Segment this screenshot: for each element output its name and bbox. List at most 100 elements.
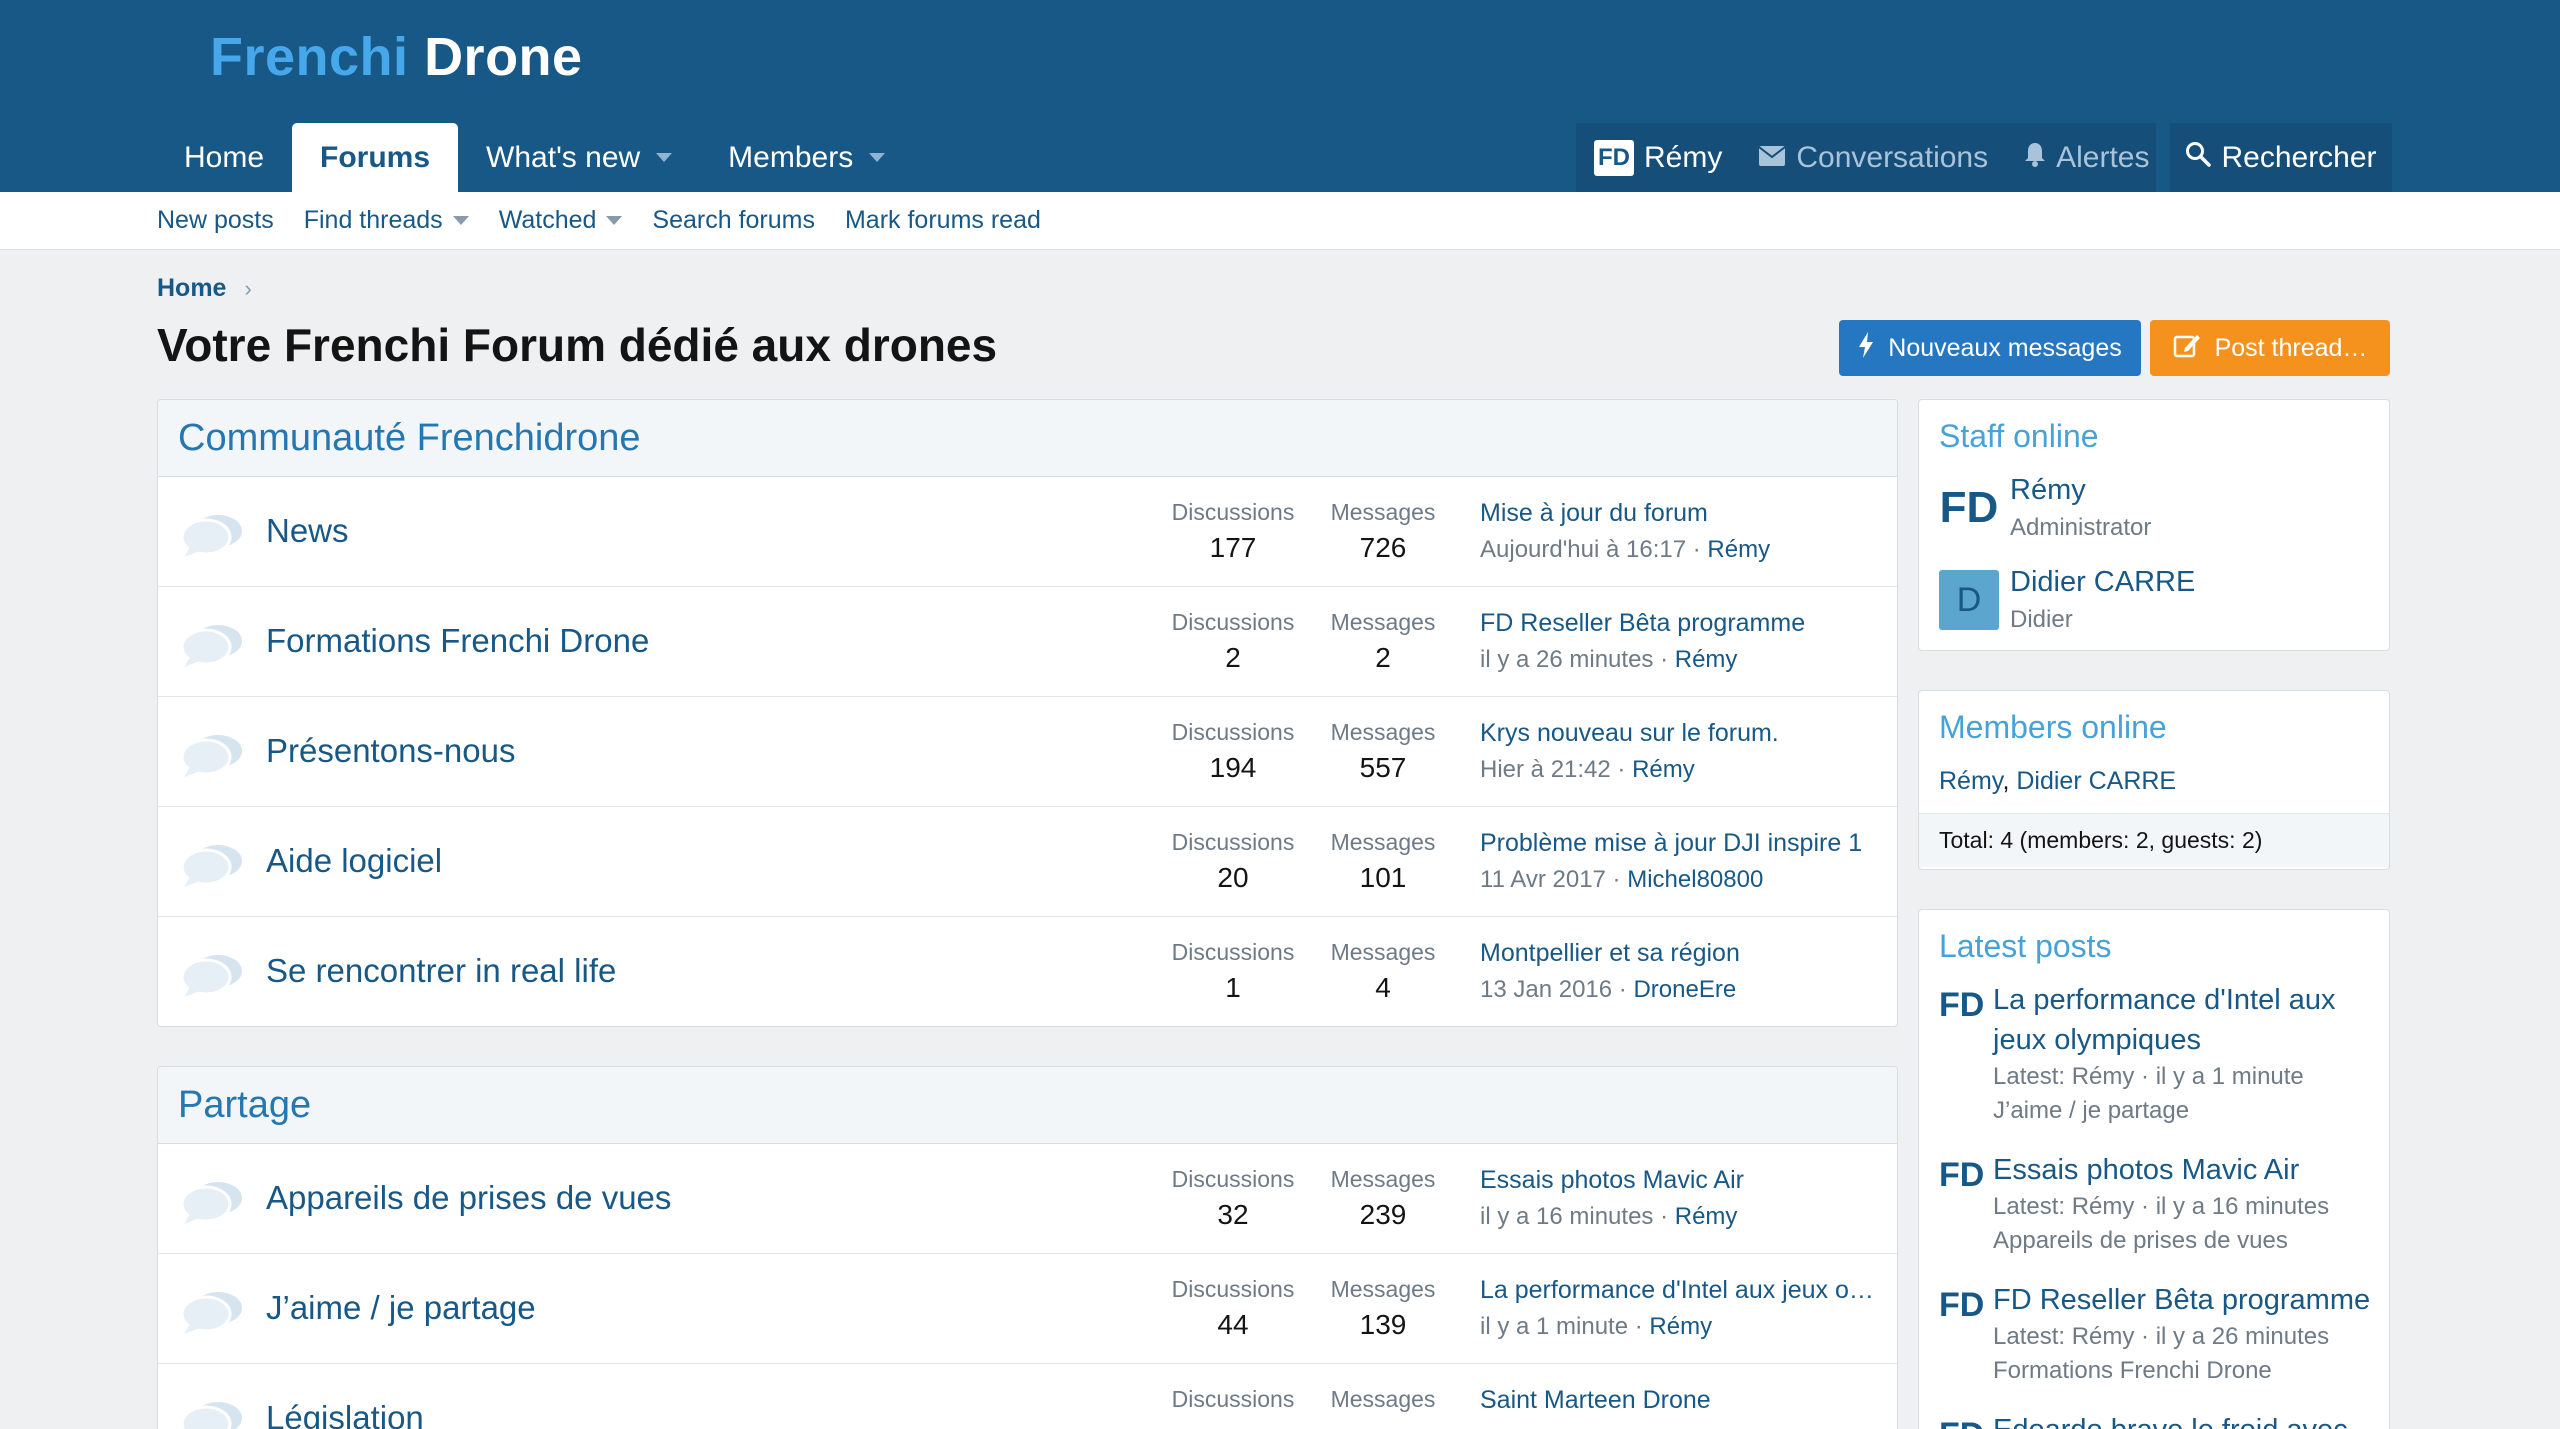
discussions-count: 177 [1209, 532, 1257, 563]
latest-thread-title[interactable]: FD Reseller Bêta programme [1480, 609, 1806, 637]
latest-thread-title[interactable]: Essais photos Mavic Air [1480, 1166, 1744, 1194]
messages-count: 557 [1359, 752, 1407, 783]
latest-thread-user[interactable]: Michel80800 [1627, 866, 1764, 893]
staff-member[interactable]: D Didier CARRE Didier [1919, 562, 2389, 650]
latest-thread-meta: il y a 26 minutes · Rémy [1480, 646, 1890, 674]
latest-thread-title[interactable]: Krys nouveau sur le forum. [1480, 719, 1779, 747]
subnav-new-posts[interactable]: New posts [157, 206, 274, 235]
latest-post-item: FD FD Reseller Bêta programme Latest: Rémy… [1919, 1280, 2389, 1388]
messages-label: Messages [1330, 609, 1436, 635]
forum-title[interactable]: J’aime / je partage [266, 1289, 536, 1326]
avatar[interactable]: D [1939, 570, 1999, 630]
latest-thread-user[interactable]: Rémy [1707, 536, 1771, 563]
latest-thread-user[interactable]: Rémy [1649, 1313, 1713, 1340]
latest-thread-title[interactable]: Problème mise à jour DJI inspire 1 [1480, 829, 1863, 857]
conversations-label: Conversations [1796, 140, 1989, 174]
nav-tab-whats-new[interactable]: What's new [458, 123, 700, 192]
discussions-count: 32 [1217, 1199, 1249, 1230]
meta-separator: · [1605, 866, 1628, 893]
subnav-search-forums[interactable]: Search forums [652, 206, 815, 235]
forum-title[interactable]: Présentons-nous [266, 732, 516, 769]
subnav-mark-forums-read[interactable]: Mark forums read [845, 206, 1041, 235]
forum-title[interactable]: News [266, 512, 349, 549]
discussions-label: Discussions [1171, 1276, 1295, 1302]
forum-title[interactable]: Se rencontrer in real life [266, 952, 617, 989]
subnav-search-forums-label: Search forums [652, 206, 815, 234]
latest-post-title[interactable]: Essais photos Mavic Air [1993, 1154, 2300, 1186]
discussions-stat: Discussions [1158, 1386, 1308, 1419]
latest-thread-time: 11 Avr 2017 [1480, 866, 1606, 893]
breadcrumb: Home › [157, 274, 252, 303]
latest-post-meta: Latest: Rémy · il y a 26 minutes [1993, 1323, 2330, 1350]
subnav-find-threads[interactable]: Find threads [304, 206, 469, 235]
messages-count: 101 [1359, 862, 1407, 893]
chevron-down-icon[interactable] [452, 216, 469, 225]
chevron-down-icon[interactable] [656, 153, 673, 162]
new-messages-button[interactable]: Nouveaux messages [1839, 320, 2141, 376]
latest-thread-user[interactable]: Rémy [1674, 1203, 1738, 1230]
latest-post-forum[interactable]: J’aime / je partage [1993, 1097, 2190, 1124]
staff-name[interactable]: Didier CARRE [2010, 566, 2196, 598]
avatar[interactable]: FD [1939, 1286, 1985, 1324]
forum-title[interactable]: Formations Frenchi Drone [266, 622, 650, 659]
messages-label: Messages [1330, 829, 1436, 855]
avatar[interactable]: FD [1939, 986, 1985, 1024]
alerts-link[interactable]: Alertes [2006, 141, 2167, 175]
messages-label: Messages [1330, 1386, 1436, 1412]
staff-role: Didier [2010, 606, 2073, 633]
breadcrumb-home[interactable]: Home [157, 274, 227, 302]
avatar[interactable]: FD [1939, 1156, 1985, 1194]
chevron-down-icon[interactable] [869, 153, 886, 162]
forum-title[interactable]: Législation [266, 1399, 424, 1429]
latest-post-title[interactable]: Edoardo brave le froid avec [1993, 1410, 2373, 1429]
avatar[interactable]: FD [1939, 483, 1999, 532]
subnav-mark-forums-read-label: Mark forums read [844, 206, 1041, 234]
forum-category-block: Communauté Frenchidrone News Discussions 17… [157, 399, 1898, 1027]
post-thread-button[interactable]: Post thread… [2150, 320, 2390, 376]
search-link[interactable]: Rechercher [2167, 141, 2394, 175]
staff-online-widget: Staff online FD Rémy Administrator D Did… [1918, 399, 2390, 651]
speech-bubbles-icon [180, 1288, 244, 1336]
forum-title[interactable]: Aide logiciel [266, 842, 443, 879]
messages-count: 2 [1375, 642, 1391, 673]
avatar[interactable]: FD [1939, 1416, 1984, 1429]
bell-icon [2024, 141, 2046, 175]
chevron-down-icon[interactable] [606, 216, 623, 225]
latest-post-forum[interactable]: Appareils de prises de vues [1993, 1227, 2288, 1254]
category-title[interactable]: Partage [158, 1067, 1897, 1144]
nav-tab-members[interactable]: Members [700, 123, 913, 192]
messages-stat: Messages 239 [1308, 1166, 1458, 1231]
messages-count: 239 [1359, 1199, 1407, 1230]
user-menu[interactable]: FD Rémy [1576, 139, 1740, 176]
forum-row: Législation Discussions Messages Saint Mart… [158, 1364, 1897, 1429]
latest-thread-title[interactable]: Montpellier et sa région [1480, 939, 1740, 967]
latest-post-title[interactable]: La performance d'Intel aux jeux olympiqu… [1993, 984, 2336, 1056]
latest-thread-title[interactable]: La performance d'Intel aux jeux o… [1480, 1276, 1874, 1304]
latest-thread-meta: Aujourd'hui à 16:17 · Rémy [1480, 536, 1890, 564]
latest-post-meta: Latest: Rémy · il y a 16 minutes [1993, 1193, 2330, 1220]
staff-name[interactable]: Rémy [2010, 474, 2086, 506]
speech-bubbles-icon [180, 1398, 244, 1429]
latest-thread-time: il y a 26 minutes [1480, 646, 1654, 673]
member-link[interactable]: Rémy [1939, 767, 2003, 795]
category-title[interactable]: Communauté Frenchidrone [158, 400, 1897, 477]
latest-thread-user[interactable]: DroneEre [1633, 976, 1737, 1003]
latest-thread-user[interactable]: Rémy [1632, 756, 1695, 783]
member-link[interactable]: Didier CARRE [2016, 767, 2177, 795]
latest-post-title[interactable]: FD Reseller Bêta programme [1993, 1284, 2371, 1316]
latest-thread-title[interactable]: Saint Marteen Drone [1480, 1386, 1711, 1414]
speech-bubbles-icon [180, 841, 244, 889]
staff-member[interactable]: FD Rémy Administrator [1919, 470, 2389, 562]
conversations-link[interactable]: Conversations [1740, 141, 2006, 175]
latest-posts-title: Latest posts [1939, 928, 2112, 964]
messages-stat: Messages 139 [1308, 1276, 1458, 1341]
nav-tab-home[interactable]: Home [156, 123, 292, 192]
forum-title[interactable]: Appareils de prises de vues [266, 1179, 672, 1216]
messages-label: Messages [1330, 719, 1436, 745]
nav-tab-forums[interactable]: Forums [292, 123, 459, 192]
site-logo[interactable]: Frenchi Drone [210, 26, 583, 88]
subnav-watched[interactable]: Watched [499, 206, 623, 235]
latest-thread-user[interactable]: Rémy [1674, 646, 1738, 673]
latest-post-forum[interactable]: Formations Frenchi Drone [1993, 1357, 2272, 1384]
latest-thread-title[interactable]: Mise à jour du forum [1480, 499, 1708, 527]
